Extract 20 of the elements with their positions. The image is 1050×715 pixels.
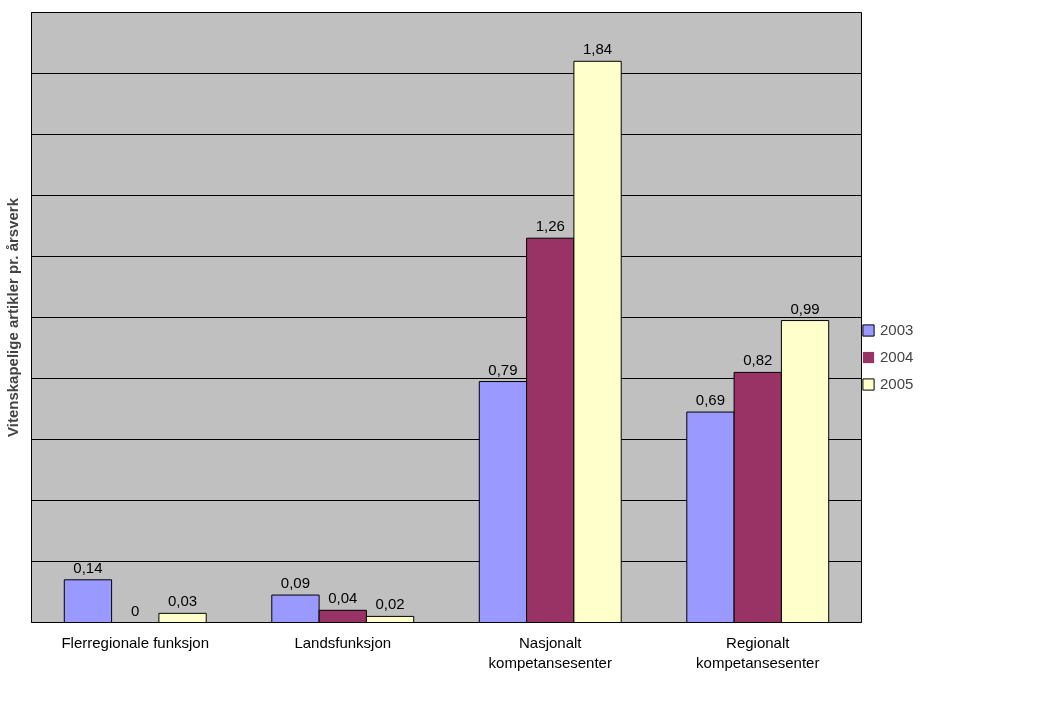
x-tick-label: Regionalt kompetansesenter: [696, 633, 820, 671]
x-tick-label: Flerregionale funksjon: [61, 633, 210, 651]
legend-label: 2004: [880, 348, 914, 365]
x-tick-label: Landsfunksjon: [294, 633, 392, 651]
legend-label: 2003: [880, 321, 914, 338]
data-label: 1,26: [535, 217, 565, 235]
data-label: 0,79: [488, 360, 518, 378]
data-label: 0,69: [695, 391, 726, 409]
data-label: 0,82: [743, 351, 773, 369]
x-tick-label: Nasjonalt kompetansesenter: [488, 633, 612, 671]
data-label: 1,84: [582, 40, 613, 58]
data-label: 0: [131, 601, 140, 619]
data-label: 0,02: [375, 595, 405, 613]
data-label: 0,04: [328, 589, 358, 607]
legend-label: 2005: [880, 375, 914, 392]
data-label: 0,14: [73, 558, 103, 576]
data-label: 0,03: [167, 592, 198, 610]
y-axis-title: Vitenskapelige artikler pr. årsverk: [3, 197, 21, 438]
data-label: 0,99: [790, 299, 820, 317]
data-label: 0,09: [280, 574, 311, 592]
